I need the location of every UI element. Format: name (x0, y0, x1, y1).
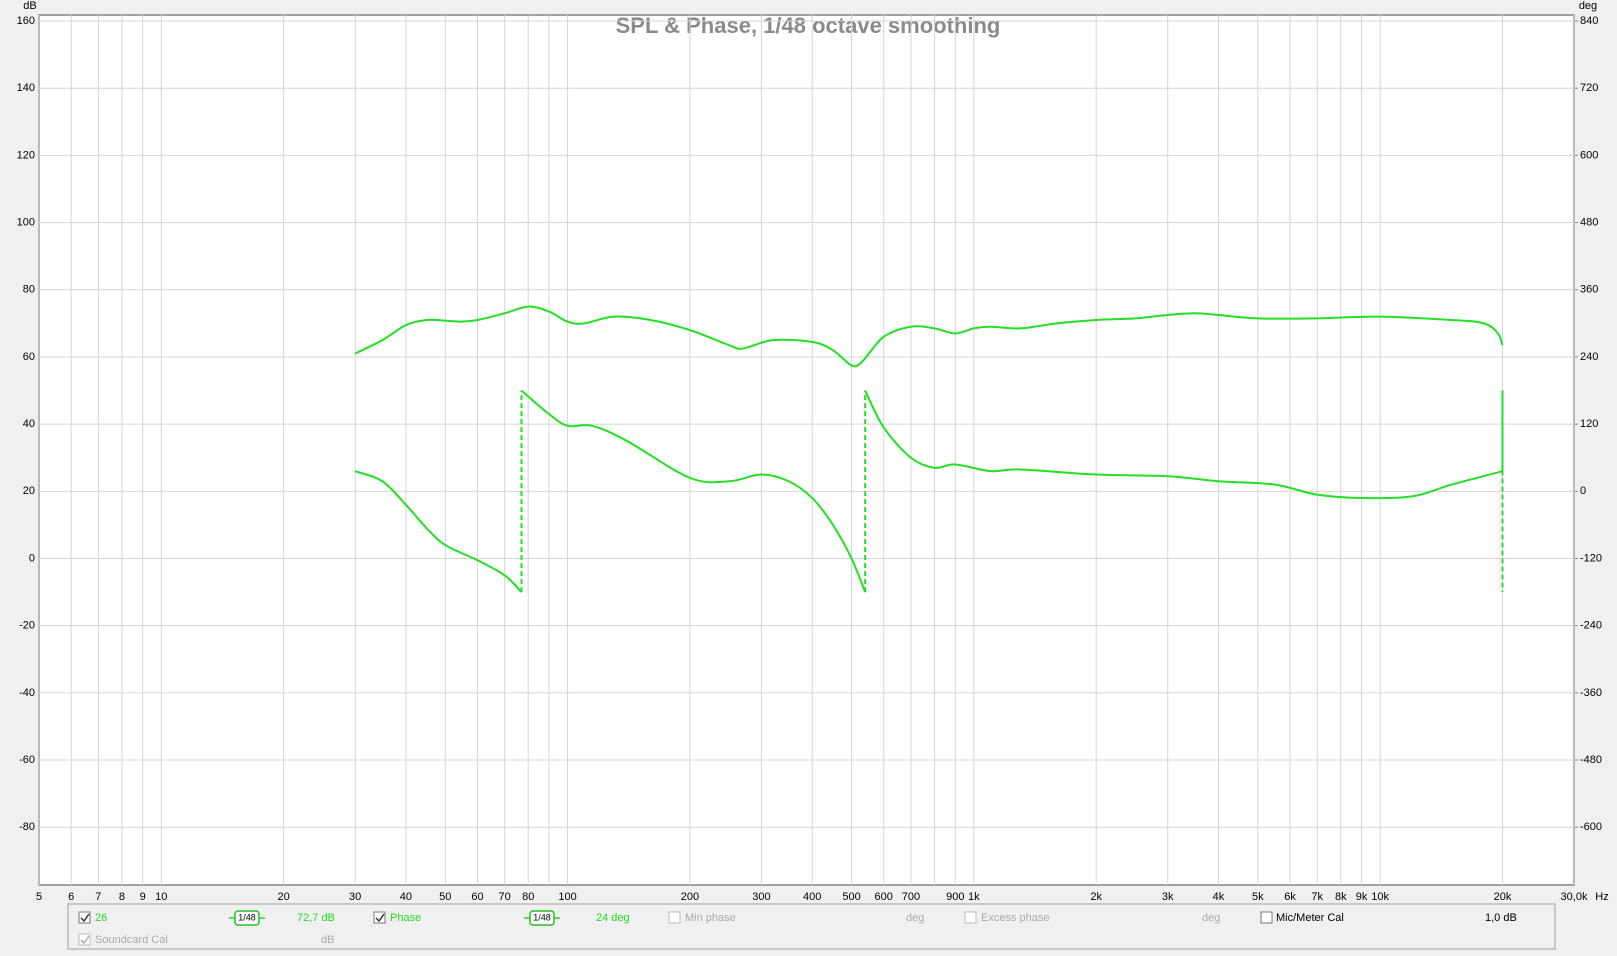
unit-label: deg (906, 912, 924, 924)
y-tick-label: 0 (29, 552, 35, 564)
series-line (864, 390, 1503, 500)
y2-tick-label: 720 (1580, 82, 1598, 94)
y2-tick-label: 600 (1580, 149, 1598, 161)
checkmark (375, 913, 385, 923)
series-line (354, 305, 1504, 368)
x-tick-label: 9k (1356, 891, 1368, 903)
x-tick-label: 2k (1090, 891, 1102, 903)
x-tick-label: 5 (36, 891, 42, 903)
x-tick-label: 8k (1335, 891, 1347, 903)
y2-axis-label: deg (1579, 0, 1597, 12)
x-tick-label: 5k (1252, 891, 1264, 903)
smoothing-label: 1/48 (238, 912, 256, 922)
x-tick-label: 70 (499, 891, 511, 903)
y2-tick-label: 480 (1580, 216, 1598, 228)
option-label: Soundcard Cal (95, 934, 168, 946)
y2-tick-label: 240 (1580, 351, 1598, 363)
checkbox[interactable] (78, 933, 91, 946)
y-tick-label: -80 (19, 821, 35, 833)
checkbox[interactable] (373, 911, 386, 924)
y-tick-label: 40 (23, 418, 35, 430)
x-tick-label: 200 (681, 891, 699, 903)
y-tick-label: 80 (23, 284, 35, 296)
smoothing-button[interactable] (234, 910, 260, 926)
x-tick-label: 1k (968, 891, 980, 903)
chart-title: SPL & Phase, 1/48 octave smoothing (616, 13, 1001, 38)
x-tick-label: 3k (1162, 891, 1174, 903)
x-tick-label: 80 (522, 891, 534, 903)
option-label: Min phase (685, 912, 736, 924)
checkmark (80, 913, 90, 923)
legend-panel (67, 903, 1556, 950)
checkbox[interactable] (78, 911, 91, 924)
y-tick-label: 120 (17, 149, 35, 161)
x-tick-label: 30 (349, 891, 361, 903)
x-tick-label: 8 (119, 891, 125, 903)
x-tick-label: 4k (1213, 891, 1225, 903)
y-tick-label: 160 (17, 15, 35, 27)
y-tick-label: -20 (19, 620, 35, 632)
x-axis-label: Hz (1595, 891, 1608, 903)
y2-tick-label: 120 (1580, 418, 1598, 430)
x-tick-label: 60 (471, 891, 483, 903)
unit-label: deg (1202, 912, 1220, 924)
option-label: Excess phase (981, 912, 1049, 924)
x-tick-label: 900 (946, 891, 964, 903)
y-tick-label: -40 (19, 687, 35, 699)
y-tick-label: 60 (23, 351, 35, 363)
checkmark (80, 935, 90, 945)
plot-area (38, 14, 1575, 886)
y2-tick-label: 360 (1580, 284, 1598, 296)
y-tick-label: -60 (19, 754, 35, 766)
y2-tick-label: -480 (1580, 754, 1602, 766)
series-name: 26 (95, 912, 107, 924)
x-tick-label: 10k (1371, 891, 1389, 903)
series-line (520, 389, 867, 593)
y2-tick-label: 0 (1580, 485, 1586, 497)
x-tick-label: 500 (842, 891, 860, 903)
option-label: Mic/Meter Cal (1276, 912, 1344, 924)
x-tick-label: 7k (1311, 891, 1323, 903)
x-tick-label: 20k (1494, 891, 1512, 903)
y2-tick-label: -360 (1580, 687, 1602, 699)
x-tick-label: 600 (875, 891, 893, 903)
y2-tick-label: -120 (1580, 552, 1602, 564)
x-tick-label: 300 (752, 891, 770, 903)
x-tick-label: 700 (902, 891, 920, 903)
x-tick-label: 20 (277, 891, 289, 903)
checkbox[interactable] (668, 911, 681, 924)
x-tick-label: 40 (400, 891, 412, 903)
x-tick-label: 10 (155, 891, 167, 903)
phase-readout: 24 deg (596, 912, 630, 924)
x-tick-label: 400 (803, 891, 821, 903)
y-axis-label: dB (23, 0, 36, 12)
cal-readout: 1,0 dB (1485, 912, 1517, 924)
series-name: Phase (390, 912, 421, 924)
y-tick-label: 20 (23, 485, 35, 497)
x-tick-label: 100 (558, 891, 576, 903)
y-tick-label: 140 (17, 82, 35, 94)
series-line (354, 470, 523, 593)
x-tick-label: 7 (95, 891, 101, 903)
x-tick-label: 6k (1284, 891, 1296, 903)
y2-tick-label: 840 (1580, 15, 1598, 27)
x-tick-label: 30,0k (1561, 891, 1588, 903)
y2-tick-label: -240 (1580, 620, 1602, 632)
smoothing-button[interactable] (529, 910, 555, 926)
y-tick-label: 100 (17, 216, 35, 228)
unit-label: dB (321, 934, 334, 946)
x-tick-label: 50 (439, 891, 451, 903)
checkbox[interactable] (1260, 911, 1273, 924)
spl-readout: 72,7 dB (297, 912, 335, 924)
smoothing-label: 1/48 (533, 912, 551, 922)
x-tick-label: 9 (140, 891, 146, 903)
y2-tick-label: -600 (1580, 821, 1602, 833)
checkbox[interactable] (964, 911, 977, 924)
x-tick-label: 6 (68, 891, 74, 903)
